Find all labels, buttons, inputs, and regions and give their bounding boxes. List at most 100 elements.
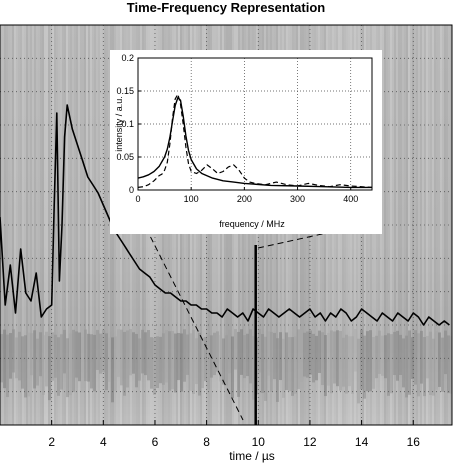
heatmap-band-cell bbox=[117, 329, 120, 377]
heatmap-band-cell bbox=[273, 332, 276, 380]
heatmap-band-cell bbox=[282, 338, 285, 398]
heatmap-stripe bbox=[18, 25, 20, 425]
inset-ticks: 0 100 200 300 400 0 0.05 0.1 0.15 0.2 bbox=[116, 53, 358, 204]
heatmap-band-cell bbox=[198, 332, 201, 396]
main-tick-label: 6 bbox=[152, 435, 159, 449]
heatmap-stripe bbox=[10, 25, 12, 425]
heatmap-band-cell bbox=[3, 329, 6, 389]
inset-dashed-line bbox=[138, 93, 372, 188]
heatmap-band-cell bbox=[327, 333, 330, 386]
heatmap-stripe bbox=[62, 25, 64, 425]
heatmap-band-cell bbox=[378, 330, 381, 374]
heatmap-band-cell bbox=[180, 333, 183, 392]
heatmap-band-cell bbox=[6, 334, 9, 398]
heatmap-band-cell bbox=[240, 329, 243, 375]
heatmap-stripe bbox=[438, 25, 440, 425]
heatmap-stripe bbox=[70, 25, 72, 425]
heatmap-band-cell bbox=[384, 335, 387, 379]
heatmap-stripe bbox=[410, 25, 412, 425]
inset-y-tick-label: 0.15 bbox=[116, 86, 134, 96]
heatmap-band-cell bbox=[126, 330, 129, 388]
heatmap-band-cell bbox=[246, 333, 249, 377]
heatmap-band-cell bbox=[192, 329, 195, 394]
heatmap-band-cell bbox=[450, 336, 452, 394]
main-tick-label: 8 bbox=[203, 435, 210, 449]
heatmap-band-cell bbox=[213, 332, 216, 376]
heatmap-band-cell bbox=[123, 331, 126, 396]
heatmap-band-cell bbox=[129, 329, 132, 376]
heatmap-band-cell bbox=[189, 333, 192, 391]
heatmap-band-cell bbox=[132, 332, 135, 374]
main-x-ticks: 2 4 6 8 10 12 14 16 bbox=[48, 420, 420, 449]
main-tick-label: 4 bbox=[100, 435, 107, 449]
heatmap-stripe bbox=[14, 25, 16, 425]
heatmap-band-cell bbox=[99, 333, 102, 374]
heatmap-stripe bbox=[442, 25, 444, 425]
inset-x-tick-label: 400 bbox=[343, 194, 358, 204]
heatmap-band-cell bbox=[105, 333, 108, 391]
heatmap-band-cell bbox=[216, 331, 219, 372]
heatmap-stripe bbox=[430, 25, 432, 425]
heatmap-stripe bbox=[38, 25, 40, 425]
heatmap-band-cell bbox=[432, 338, 435, 396]
heatmap-band-cell bbox=[363, 335, 366, 399]
heatmap-band-cell bbox=[318, 330, 321, 373]
heatmap-band-cell bbox=[264, 336, 267, 401]
heatmap-band-cell bbox=[141, 329, 144, 374]
heatmap-band-cell bbox=[276, 338, 279, 402]
heatmap-stripe bbox=[26, 25, 28, 425]
heatmap-band-cell bbox=[360, 329, 363, 390]
heatmap-band-cell bbox=[423, 337, 426, 397]
heatmap-stripe bbox=[22, 25, 24, 425]
heatmap-band-cell bbox=[207, 334, 210, 390]
heatmap-band-cell bbox=[81, 337, 84, 393]
heatmap-band-cell bbox=[48, 336, 51, 401]
heatmap-band-cell bbox=[312, 333, 315, 383]
heatmap-band-cell bbox=[60, 334, 63, 390]
heatmap-band-cell bbox=[54, 334, 57, 378]
heatmap-band-cell bbox=[243, 335, 246, 379]
heatmap-band-cell bbox=[348, 336, 351, 387]
heatmap-band-cell bbox=[375, 335, 378, 379]
heatmap-band-cell bbox=[330, 330, 333, 394]
heatmap-band-cell bbox=[234, 329, 237, 370]
heatmap-band-cell bbox=[396, 330, 399, 381]
heatmap-stripe bbox=[414, 25, 416, 425]
heatmap-stripe bbox=[2, 25, 4, 425]
heatmap-band-cell bbox=[96, 329, 99, 370]
heatmap-band-cell bbox=[195, 338, 198, 385]
heatmap-band-cell bbox=[12, 329, 15, 373]
heatmap-band-cell bbox=[165, 330, 168, 383]
heatmap-band-cell bbox=[390, 334, 393, 394]
heatmap-band-cell bbox=[342, 337, 345, 387]
inset-y-tick-label: 0.2 bbox=[121, 53, 134, 63]
heatmap-band-cell bbox=[159, 336, 162, 384]
heatmap-band-cell bbox=[168, 331, 171, 391]
heatmap-band-cell bbox=[30, 333, 33, 376]
main-tick-label: 10 bbox=[252, 435, 266, 449]
heatmap-stripe bbox=[434, 25, 436, 425]
heatmap-band-cell bbox=[144, 332, 147, 376]
heatmap-stripe bbox=[398, 25, 400, 425]
heatmap-band-cell bbox=[102, 329, 105, 373]
heatmap-band-cell bbox=[429, 331, 432, 396]
heatmap-band-cell bbox=[36, 338, 39, 386]
heatmap-band-cell bbox=[156, 336, 159, 389]
inset-y-tick-label: 0.05 bbox=[116, 152, 134, 162]
heatmap-band-cell bbox=[51, 332, 54, 381]
heatmap-band-cell bbox=[426, 335, 429, 379]
heatmap-band-cell bbox=[372, 337, 375, 389]
heatmap-band-cell bbox=[75, 331, 78, 378]
heatmap-band-cell bbox=[84, 329, 87, 382]
heatmap-band-cell bbox=[306, 331, 309, 378]
heatmap-stripe bbox=[382, 25, 384, 425]
heatmap-band-cell bbox=[90, 334, 93, 389]
main-tick-label: 12 bbox=[303, 435, 317, 449]
heatmap-stripe bbox=[82, 25, 84, 425]
heatmap-stripe bbox=[402, 25, 404, 425]
heatmap-band-cell bbox=[291, 337, 294, 396]
heatmap-band-cell bbox=[222, 338, 225, 385]
main-frame bbox=[0, 24, 453, 426]
heatmap-band-cell bbox=[393, 331, 396, 376]
